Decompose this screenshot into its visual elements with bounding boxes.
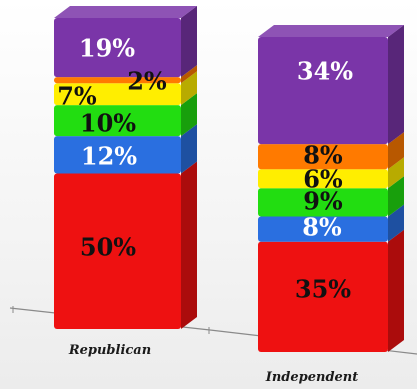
bar-segment-independent-5 bbox=[258, 37, 388, 145]
bar-side-independent-4 bbox=[388, 132, 404, 170]
bar-side-independent-0 bbox=[388, 229, 404, 352]
bar-side-independent-1 bbox=[388, 204, 404, 242]
data-label-republican-0: 50% bbox=[80, 233, 136, 262]
bar-segment-republican-1 bbox=[54, 136, 181, 174]
bar-segment-republican-4 bbox=[54, 77, 181, 84]
category-label-independent: Independent bbox=[265, 370, 359, 385]
data-label-independent-4: 8% bbox=[303, 141, 343, 170]
data-label-republican-4: 2% bbox=[127, 67, 167, 96]
bar-segment-independent-2 bbox=[258, 188, 388, 217]
bar-segment-republican-3 bbox=[54, 83, 181, 106]
bar-top-republican bbox=[54, 6, 197, 18]
data-label-republican-2: 10% bbox=[80, 109, 136, 138]
data-label-independent-5: 34% bbox=[297, 57, 353, 86]
bar-segment-independent-3 bbox=[258, 169, 388, 189]
bar-side-republican-3 bbox=[181, 71, 197, 106]
bar-side-independent-3 bbox=[388, 157, 404, 189]
bar-side-republican-1 bbox=[181, 124, 197, 174]
bar-side-republican-5 bbox=[181, 6, 197, 78]
bar-segment-independent-0 bbox=[258, 241, 388, 352]
bar-segment-independent-4 bbox=[258, 144, 388, 170]
data-label-independent-2: 9% bbox=[303, 187, 343, 216]
bar-side-independent-5 bbox=[388, 25, 404, 145]
category-label-republican: Republican bbox=[68, 343, 151, 358]
data-label-republican-1: 12% bbox=[81, 142, 137, 171]
bar-side-independent-2 bbox=[388, 176, 404, 217]
bar-segment-independent-1 bbox=[258, 216, 388, 242]
bar-segment-republican-5 bbox=[54, 18, 181, 78]
bar-side-republican-4 bbox=[181, 65, 197, 84]
data-label-independent-0: 35% bbox=[295, 275, 351, 304]
data-label-republican-3: 7% bbox=[57, 82, 97, 111]
bar-segment-republican-2 bbox=[54, 105, 181, 137]
bar-segment-republican-0 bbox=[54, 173, 181, 329]
data-label-republican-5: 19% bbox=[79, 34, 135, 63]
data-label-independent-3: 6% bbox=[303, 165, 343, 194]
bar-top-independent bbox=[258, 25, 404, 37]
data-label-independent-1: 8% bbox=[302, 213, 342, 242]
bar-side-republican-0 bbox=[181, 161, 197, 329]
bar-side-republican-2 bbox=[181, 93, 197, 137]
